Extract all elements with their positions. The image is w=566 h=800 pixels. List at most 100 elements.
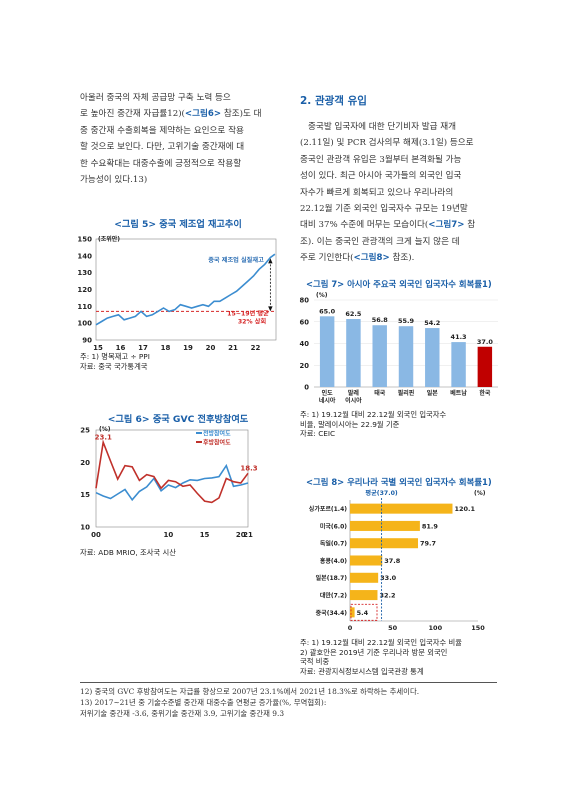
category-label: 일본(18.7): [316, 574, 348, 582]
figure-5-notes: 주: 1) 명목재고 ÷ PPI 자료: 중국 국가통계국: [80, 352, 150, 371]
para2-line: 대비 37% 수준에 머무는 모습이다(<그림7> 참: [300, 217, 496, 233]
bar: [350, 590, 378, 601]
legend-label: 전방참여도: [203, 429, 231, 437]
note-line: 자료: ADB MRIO, 조사국 시산: [80, 548, 176, 557]
y-tick-label: 100: [77, 320, 92, 328]
para1-line: 중 중간재 수출회복을 제약하는 요인으로 작용: [80, 125, 244, 136]
bar-value-label: 37.8: [384, 557, 401, 565]
y-tick-label: 140: [77, 252, 92, 260]
para2-line-part: 주로 기인한다(: [300, 253, 354, 264]
para1-line: 한 수요확대는 대중수출에 긍정적으로 작용할: [80, 158, 242, 169]
figure-8-title: <그림 8> 우리나라 국별 외국인 입국자수 회복률1): [306, 477, 492, 487]
y-tick-label: 40: [300, 340, 310, 348]
bar-value-label: 79.7: [420, 540, 436, 548]
bar: [451, 342, 466, 387]
section-heading: 2. 관광객 유입: [300, 95, 367, 107]
note-line: 자료: 중국 국가통계국: [80, 361, 148, 371]
category-label: 말레: [348, 389, 360, 397]
category-label: 중국(34.4): [316, 609, 348, 617]
x-tick-label: 21: [243, 531, 253, 539]
note-line: 2) 괄호안은 2019년 기준 우리나라 방문 외국인: [300, 647, 448, 657]
bar: [350, 607, 355, 618]
para1-line-part: 로 높아진 중간재 자급률12)(: [80, 109, 185, 120]
bar: [350, 555, 383, 566]
category-label: 이시아: [345, 397, 362, 405]
x-tick-label: 100: [429, 624, 443, 632]
plot-frame: [95, 238, 277, 341]
figure-reference-link[interactable]: <그림7>: [428, 220, 465, 231]
figure-reference-link[interactable]: <그림6>: [184, 109, 222, 120]
note-line: 자료: 관광지식정보시스템 입국관광 통계: [300, 666, 424, 676]
category-label: 독일(0.7): [320, 540, 347, 548]
annotation-line: 32% 상회: [238, 318, 267, 326]
bar-value-label: 65.0: [319, 307, 336, 315]
note-line: 비율, 말레이시아는 22.9월 기준: [300, 419, 400, 429]
bar-value-label: 62.5: [345, 310, 362, 318]
x-tick-label: 20: [236, 531, 246, 539]
y-tick-label: 0: [304, 384, 309, 392]
bar: [350, 538, 419, 549]
category-label: 네시아: [319, 397, 336, 405]
bar: [350, 520, 420, 531]
series-line-0: [95, 463, 249, 502]
note-line: 주: 1) 19.12월 대비 22.12월 외국인 입국자수: [300, 410, 447, 419]
unit-label: (조위안): [98, 235, 120, 243]
unit-label: (%): [316, 292, 328, 299]
unit-label: (%): [474, 490, 486, 497]
para2-line-part: 대비 37% 수준에 머무는 모습이다(: [300, 220, 429, 231]
annotation-line: 15~19년 평균: [227, 310, 269, 318]
x-tick-label: 21: [228, 344, 238, 352]
data-label-last: 18.3: [240, 464, 257, 472]
category-label: 베트남: [450, 389, 467, 397]
note-line: 주: 1) 명목재고 ÷ PPI: [80, 352, 150, 361]
bar-value-label: 56.8: [372, 316, 389, 324]
y-tick-label: 15: [80, 491, 90, 499]
para1-line-part: 참조)도 대: [221, 109, 262, 120]
average-label: 평균(37.0): [365, 489, 397, 497]
y-tick-label: 120: [77, 286, 92, 294]
bar: [350, 503, 453, 514]
bar-value-label: 41.3: [451, 333, 467, 341]
plot-frame: [95, 429, 249, 528]
bar-value-label: 37.0: [477, 338, 494, 346]
series-line-1: [95, 439, 249, 504]
figure-reference-link[interactable]: <그림8>: [353, 253, 390, 264]
x-tick-label: 10: [164, 531, 174, 539]
bar-value-label: 33.0: [380, 574, 397, 582]
category-label: 대만(7.2): [320, 591, 347, 599]
bar-value-label: 120.1: [454, 505, 475, 513]
bar-value-label: 5.4: [357, 609, 369, 617]
para2-line: 조). 이는 중국인 관광객의 크게 늘지 않은 데: [300, 236, 460, 247]
category-label: 한국: [479, 389, 491, 397]
footnotes: 12) 중국의 GVC 후방참여도는 자급률 향상으로 2007년 23.1%에…: [80, 686, 419, 720]
bar: [398, 326, 414, 387]
data-label-peak: 23.1: [95, 433, 112, 441]
legend-label: 후방참여도: [203, 438, 231, 446]
right-paragraph: 중국발 입국자에 대한 단기비자 발급 재개 (2.11일) 및 PCR 검사의…: [300, 119, 496, 267]
bar: [350, 572, 379, 583]
y-tick-label: 90: [82, 337, 92, 345]
para2-line: 주로 기인한다(<그림8> 참조).: [300, 250, 496, 266]
para2-line: 성이 있다. 최근 아시아 국가들의 외국인 입국: [300, 171, 462, 182]
para2-line-part: 참조).: [389, 253, 415, 264]
footnote-line: 13) 2017~21년 중 기술수준별 중간재 대중수출 연평균 증가율(%,…: [80, 698, 327, 708]
para1-line: 아울러 중국의 자체 공급망 구축 노력 등으: [80, 93, 231, 103]
y-tick-label: 80: [300, 297, 310, 305]
bar: [425, 328, 440, 387]
series-label: 중국 제조업 실질재고: [208, 256, 264, 264]
note-line: 주: 1) 19.12월 대비 22.12월 외국인 입국자수 비율: [300, 638, 462, 647]
inventory-series-line: [95, 253, 276, 326]
bar: [477, 346, 493, 387]
figure-7-title: <그림 7> 아시아 주요국 외국인 입국자수 회복률1): [306, 279, 492, 289]
x-tick-label: 15: [200, 531, 210, 539]
figure-7-notes: 주: 1) 19.12월 대비 22.12월 외국인 입국자수 비율, 말레이시…: [300, 410, 446, 439]
y-tick-label: 130: [77, 269, 92, 277]
unit-label: (%): [99, 426, 111, 433]
x-tick-label: 18: [161, 344, 171, 352]
category-label: 필리핀: [398, 389, 415, 397]
para1-line: 가능성이 있다.13): [80, 175, 148, 186]
y-tick-label: 10: [80, 524, 90, 532]
footnote-line: 12) 중국의 GVC 후방참여도는 자급률 향상으로 2007년 23.1%에…: [80, 687, 420, 696]
figure-6-notes: 자료: ADB MRIO, 조사국 시산: [80, 548, 176, 558]
